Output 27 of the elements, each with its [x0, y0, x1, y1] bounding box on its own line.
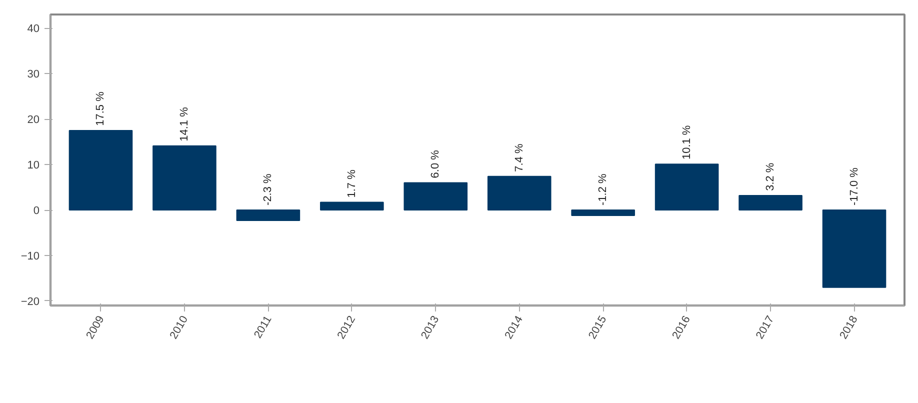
data-label: 17.5 %: [94, 91, 107, 126]
data-label: -2.3 %: [262, 173, 274, 206]
data-label: 10.1 %: [680, 125, 693, 160]
bar: [404, 182, 468, 211]
y-tick-label: −20: [20, 296, 40, 308]
y-tick-label: 30: [27, 68, 40, 81]
bar: [320, 202, 384, 211]
data-label: -17.0 %: [848, 167, 860, 206]
bar: [738, 194, 802, 211]
y-tick-label: 0: [33, 205, 40, 218]
y-tick-label: −10: [20, 250, 40, 262]
bar: [152, 145, 216, 211]
bar: [236, 210, 300, 221]
bar: [487, 176, 552, 211]
data-label: 7.4 %: [513, 143, 526, 172]
data-label: -1.2 %: [597, 173, 610, 206]
bar: [68, 130, 133, 211]
bar: [822, 210, 886, 288]
data-label: 3.2 %: [764, 162, 777, 191]
y-tick-label: 10: [27, 160, 40, 172]
y-tick-label: 20: [27, 114, 40, 126]
data-label: 6.0 %: [430, 150, 442, 178]
bar: [571, 210, 635, 216]
data-label: 1.7 %: [346, 169, 358, 198]
y-tick-label: 40: [27, 23, 40, 36]
bar: [654, 164, 719, 211]
data-label: 14.1 %: [178, 106, 190, 142]
